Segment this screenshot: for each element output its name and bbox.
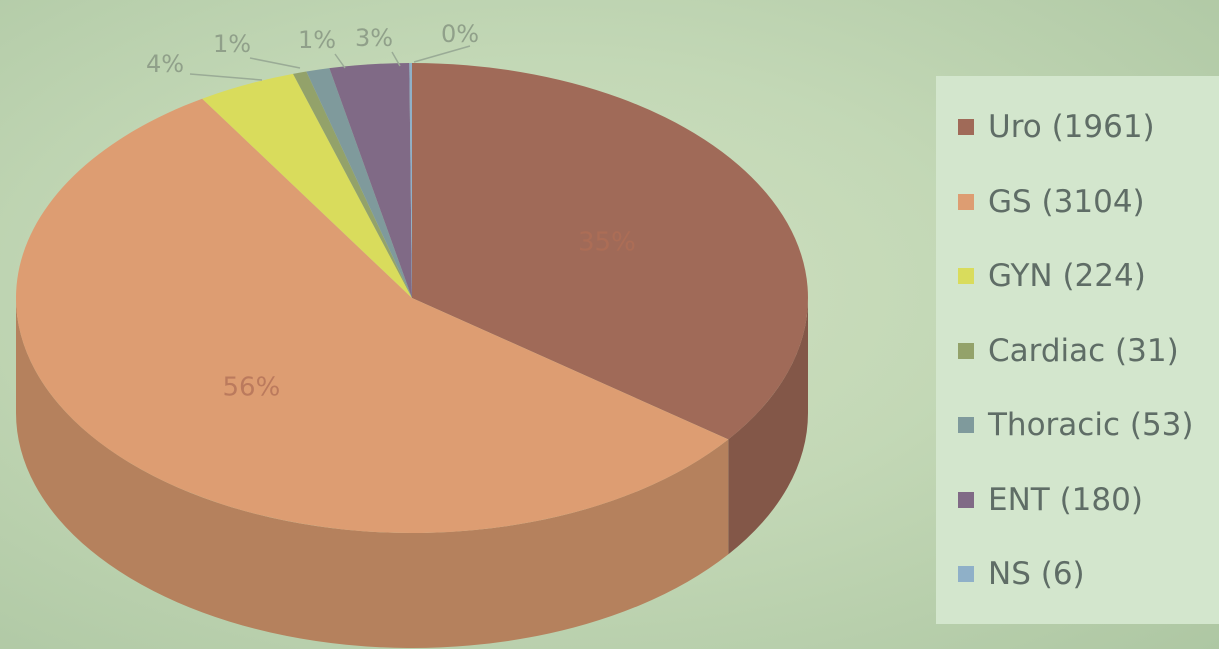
pct-label-gyn: 4% [146,50,184,78]
legend-swatch-uro [958,119,974,136]
leader-line [391,51,401,67]
legend-label-ns: NS (6) [988,556,1085,593]
pie-slice-gs [15,98,729,533]
legend-swatch-thoracic [958,417,974,434]
legend-label-cardiac: Cardiac (31) [988,332,1179,369]
legend-label-thoracic: Thoracic (53) [988,407,1194,444]
legend-swatch-gyn [958,268,974,285]
leader-line [413,45,471,63]
legend-item-ns: NS (6) [958,537,1219,612]
legend-swatch-ns [958,566,974,583]
pie-side-gs [16,298,729,648]
leader-line [334,53,346,69]
pct-label-thoracic: 1% [298,26,336,54]
pie-slice-ns [409,63,412,298]
pie-slice-thoracic [306,68,412,298]
legend-swatch-gs [958,193,974,210]
pie-depth [16,298,808,648]
pct-label-gs: 56% [223,372,281,402]
pie-slice-cardiac [293,71,412,299]
legend-label-gs: GS (3104) [988,183,1145,220]
legend-item-uro: Uro (1961) [958,90,1219,165]
legend: Uro (1961) GS (3104) GYN (224) Cardiac (… [936,76,1219,624]
pct-label-cardiac: 1% [213,30,251,58]
legend-item-ent: ENT (180) [958,463,1219,538]
legend-item-gyn: GYN (224) [958,239,1219,314]
pct-label-uro: 35% [578,227,636,257]
pie-slice-uro [412,63,808,440]
pct-label-ns: 0% [441,20,479,48]
legend-item-gs: GS (3104) [958,165,1219,240]
pie-slice-ent [329,63,412,299]
legend-label-uro: Uro (1961) [988,109,1155,146]
legend-swatch-cardiac [958,342,974,359]
legend-item-thoracic: Thoracic (53) [958,388,1219,463]
leader-line [249,57,301,69]
pie-top [15,63,808,533]
legend-label-gyn: GYN (224) [988,258,1146,295]
leader-line [189,73,263,81]
legend-swatch-ent [958,491,974,508]
pct-label-ent: 3% [355,24,393,52]
pie-slice-gyn [202,73,412,299]
legend-label-ent: ENT (180) [988,481,1143,518]
legend-item-cardiac: Cardiac (31) [958,314,1219,389]
pie-labels: 35% 56% 4% 1% 1% 3% 0% [146,20,636,402]
pie-side-uro [728,298,808,555]
